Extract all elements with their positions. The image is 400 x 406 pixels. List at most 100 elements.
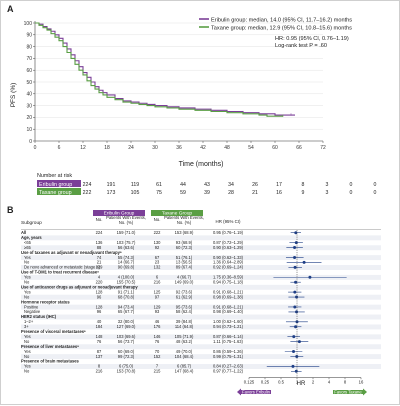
hr-value: 0.91 (0.68–1.21) <box>213 289 244 294</box>
hr-value: 0.97 (0.77–1.22) <box>213 369 244 374</box>
eribulin-events: 60 (69.0) <box>118 349 135 354</box>
taxane-events-header-box: Patients With Events, No. (%) <box>164 216 204 225</box>
eribulin-events: 153 (70.8) <box>117 369 136 374</box>
km-xtick-label: 30 <box>152 145 158 151</box>
row-band <box>21 324 381 330</box>
taxane-events: 51 (76.1) <box>176 255 193 260</box>
taxane-events: 39 (84.8) <box>176 319 193 324</box>
risk-value: 119 <box>131 182 139 188</box>
favors-eribulin-arrow <box>237 388 271 396</box>
taxane-group-header-bg <box>151 210 203 216</box>
eribulin-n: 216 <box>96 369 104 374</box>
hr-value: 1.00 (0.62–1.60) <box>213 319 244 324</box>
hr-value: 0.90 (0.62–1.33) <box>213 255 244 260</box>
eribulin-n: 87 <box>97 349 102 354</box>
risk-value: 3 <box>326 182 329 188</box>
row-band <box>21 364 381 369</box>
taxane-events: 61 (62.9) <box>176 294 193 299</box>
risk-value: 44 <box>180 182 186 188</box>
taxane-n: 93 <box>155 309 160 314</box>
taxane-events: 89 (67.4) <box>176 265 193 270</box>
eribulin-events: 155 (70.5) <box>117 280 136 285</box>
km-xtick-label: 66 <box>296 145 302 151</box>
hr-marker <box>293 305 297 309</box>
eribulin-events: 127 (69.0) <box>117 324 136 329</box>
eribulin-no-header: No. <box>96 217 103 222</box>
hr-marker <box>297 340 301 344</box>
forest-tick-label: 1 <box>296 380 299 385</box>
eribulin-events: 32 (80.0) <box>118 319 135 324</box>
subgroup-label: Yes <box>24 364 31 369</box>
subgroup-label: No <box>24 294 30 299</box>
hr-marker <box>295 310 299 314</box>
row-band <box>21 304 381 310</box>
row-band <box>21 265 381 270</box>
eribulin-events: 94 (73.4) <box>118 304 135 309</box>
risk-label-bg-taxane <box>37 188 81 195</box>
subgroup-label: Yes <box>24 275 31 280</box>
hr-marker <box>292 335 296 339</box>
risk-value: 59 <box>180 190 186 196</box>
subgroup-label: No <box>24 339 30 344</box>
subgroup-label: No <box>24 280 30 285</box>
subgroup-label: No <box>24 354 30 359</box>
hr-marker <box>294 369 298 373</box>
risk-value: 21 <box>252 190 258 196</box>
eribulin-n: 136 <box>96 240 104 245</box>
km-xlabel: Time (months) <box>179 161 224 168</box>
risk-title: Number at risk <box>37 173 72 179</box>
eribulin-events: 159 (71.0) <box>117 230 136 235</box>
km-xtick-label: 18 <box>104 145 110 151</box>
eribulin-events: 4 (100.0) <box>118 275 135 280</box>
risk-value: 26 <box>252 182 258 188</box>
km-line-eribulin-group <box>35 22 295 116</box>
risk-value: 224 <box>83 182 92 188</box>
subgroup-label: <65 <box>24 240 32 245</box>
eribulin-n: 224 <box>96 230 104 235</box>
taxane-n: 23 <box>155 260 160 265</box>
hr-value: 0.84 (0.27–2.63) <box>213 364 244 369</box>
taxane-n: 176 <box>154 324 162 329</box>
taxane-n: 132 <box>154 265 162 270</box>
eribulin-n: 129 <box>96 265 104 270</box>
risk-value: 0 <box>350 190 353 196</box>
km-legend: Eribulin group: median, 14.0 (95% CI, 11… <box>199 18 352 49</box>
row-band <box>21 294 381 300</box>
hr-column-header: HR (95% CI) <box>216 219 241 224</box>
legend-label-eribulin: Eribulin group: median, 14.0 (95% CI, 11… <box>211 18 352 24</box>
taxane-events: 58 (62.4) <box>176 309 193 314</box>
hr-marker <box>293 255 297 259</box>
eribulin-n: 96 <box>97 309 102 314</box>
hr-marker <box>308 275 312 279</box>
km-ytick-label: 20 <box>26 115 32 121</box>
hr-marker <box>294 241 298 245</box>
taxane-events: 60 (72.3) <box>176 245 193 250</box>
eribulin-events-header: Patients With Events, No. (%) <box>106 216 146 225</box>
subgroup-label: Use of anticancer drugs as adjuvant or n… <box>21 284 138 289</box>
km-ylabel: PFS (%) <box>10 83 17 108</box>
panel-a-label: A <box>7 4 14 14</box>
eribulin-events: 99 (72.3) <box>118 354 135 359</box>
risk-value: 0 <box>374 190 377 196</box>
hr-marker <box>294 231 298 235</box>
km-ytick-label: 0 <box>29 139 32 145</box>
eribulin-events: 6 (75.0) <box>119 364 134 369</box>
taxane-events: 114 (64.8) <box>175 324 194 329</box>
subgroup-header: Subgroup <box>21 220 42 226</box>
km-xtick-label: 36 <box>176 145 182 151</box>
taxane-n: 92 <box>155 245 160 250</box>
eribulin-n: 8 <box>98 364 101 369</box>
subgroup-label: ≥65 <box>24 245 32 250</box>
risk-value: 34 <box>228 182 234 188</box>
favors-eribulin-label: Favors Eribulin <box>242 390 271 395</box>
risk-value: 222 <box>83 190 92 196</box>
row-band <box>21 354 381 360</box>
subgroup-label: Positive <box>24 304 39 309</box>
subgroup-label: Hormone receptor status <box>21 299 70 304</box>
favors-taxane-arrow <box>333 388 367 396</box>
km-xtick-label: 42 <box>200 145 206 151</box>
risk-value: 39 <box>204 190 210 196</box>
taxane-n: 222 <box>154 230 162 235</box>
eribulin-n: 74 <box>97 255 102 260</box>
